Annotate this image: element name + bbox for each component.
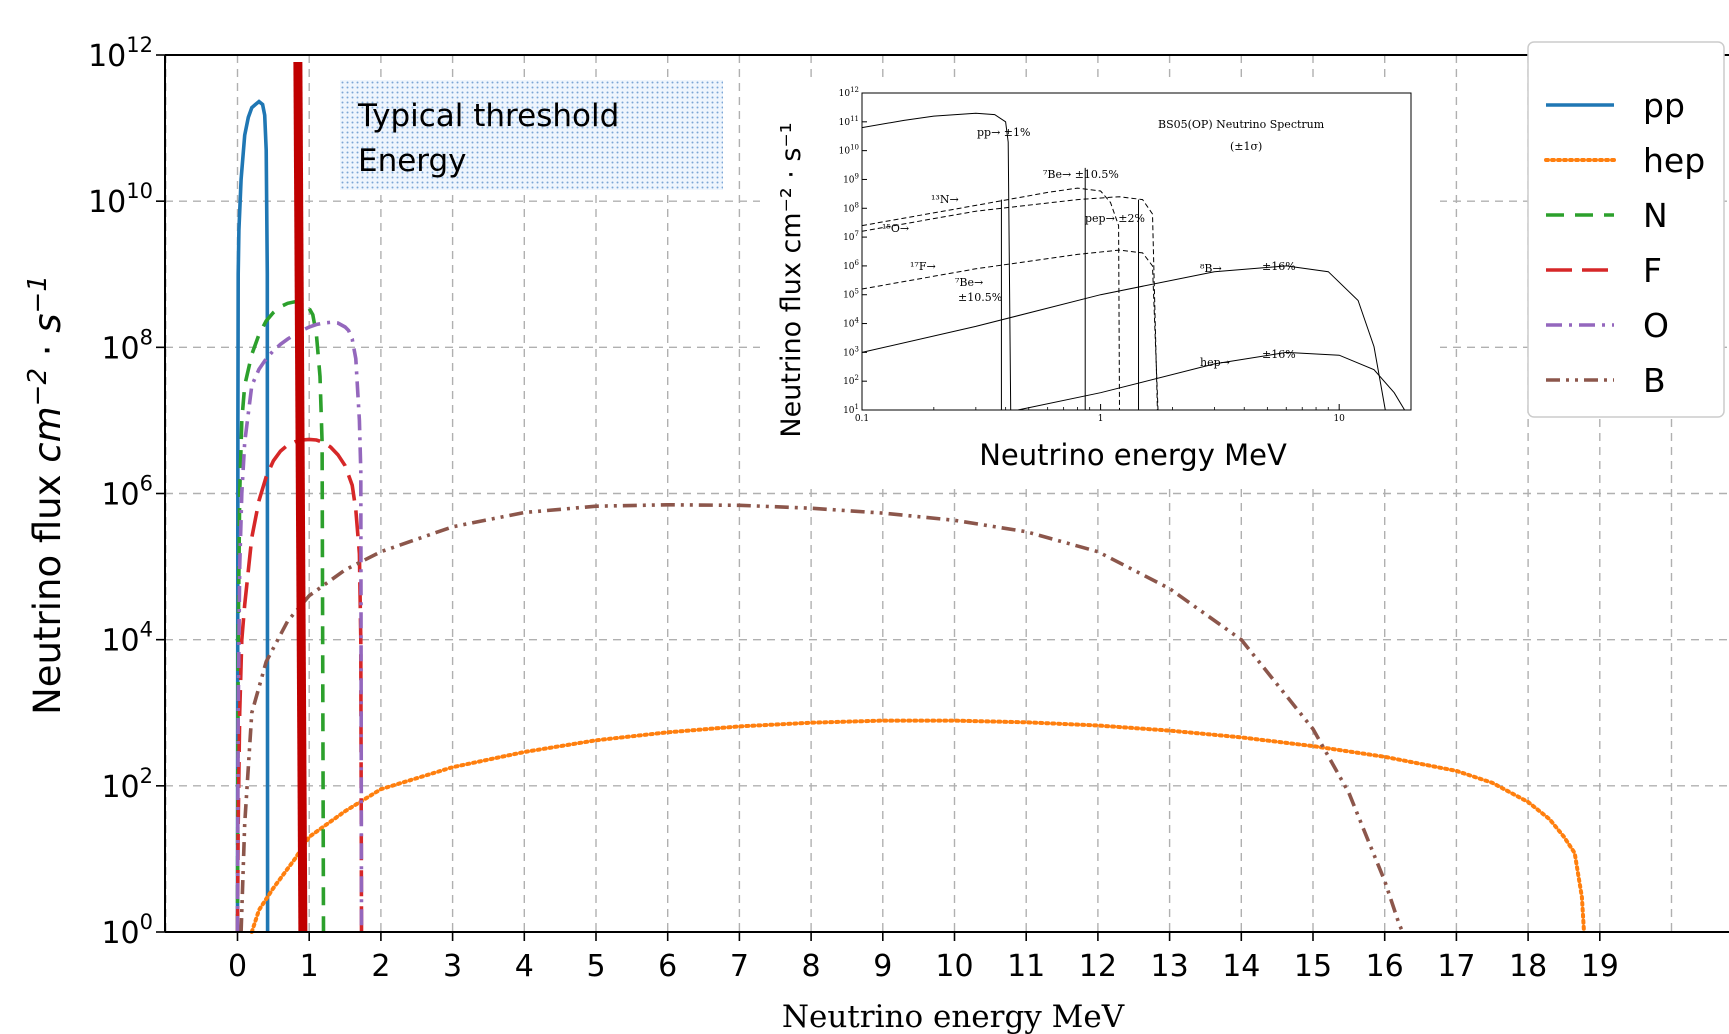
legend-label-B: B [1643, 361, 1666, 400]
threshold-box-pattern [340, 80, 723, 190]
x-tick-label-8: 8 [802, 949, 821, 984]
inset-y-label-5: 105 [843, 288, 859, 301]
legend-label-pp: pp [1643, 86, 1685, 125]
x-tick-label-14: 14 [1222, 949, 1260, 984]
inset-background [760, 78, 1440, 483]
inset-y-label-1: 101 [843, 403, 859, 416]
inset-annotation-1: ⁷Be→ ±10.5% [1043, 168, 1119, 181]
threshold-line [293, 61, 308, 933]
inset-y-label-7: 107 [843, 230, 859, 243]
inset-annotation-5: ¹⁷F→ [910, 260, 936, 273]
x-tick-label-3: 3 [443, 949, 462, 984]
inset-annotation-4: pep→ ±2% [1085, 212, 1145, 225]
inset-y-label-8: 108 [843, 201, 859, 214]
inset-y-label-12: 1012 [839, 86, 859, 99]
axes [156, 54, 1729, 941]
inset-curve-O [861, 196, 1158, 411]
inset-annotation-8: ⁸B→ [1200, 262, 1222, 275]
y-tick-labels: 100 102 104 106 108 1010 1012 [88, 33, 153, 951]
x-tick-label-16: 16 [1366, 949, 1404, 984]
inset-subtitle: (±1σ) [1230, 140, 1262, 153]
x-tick-label-4: 4 [515, 949, 534, 984]
y-tick-label-8: 108 [101, 325, 153, 366]
inset-y-label: Neutrino flux cm⁻² · s⁻¹ [776, 122, 807, 437]
inset-y-label-10: 1010 [839, 144, 859, 157]
x-tick-label-18: 18 [1509, 949, 1547, 984]
y-tick-label-4: 104 [101, 618, 153, 659]
x-tick-label-10: 10 [935, 949, 973, 984]
inset-y-label-3: 103 [843, 345, 859, 358]
x-tick-label-1: 1 [300, 949, 319, 984]
inset-y-label-11: 1011 [839, 115, 859, 128]
y-tick-label-10: 1010 [88, 179, 153, 220]
x-tick-label-12: 12 [1079, 949, 1117, 984]
legend-label-hep: hep [1643, 141, 1705, 180]
series-O [235, 320, 364, 933]
threshold-label-line1: Typical threshold [357, 98, 619, 134]
inset-annotation-10: hep→ [1200, 356, 1230, 369]
inset-curve-pp [861, 112, 1012, 411]
inset-x-label: Neutrino energy MeV [979, 438, 1287, 472]
x-axis-label: Neutrino energy MeV [782, 999, 1125, 1034]
series-pp [235, 99, 270, 933]
x-tick-label-0: 0 [228, 949, 247, 984]
x-tick-labels: 0 1 2 3 4 5 6 7 8 9 10 11 12 13 14 15 16 17 18 19 [228, 949, 1619, 984]
y-tick-label-0: 100 [101, 910, 153, 951]
legend-label-O: O [1643, 306, 1669, 345]
x-tick-label-9: 9 [873, 949, 892, 984]
inset-annotation-6: ⁷Be→ [955, 276, 983, 289]
x-tick-label-5: 5 [586, 949, 605, 984]
inset-y-label-6: 106 [843, 259, 859, 272]
legend-box [1527, 41, 1725, 418]
x-tick-label-15: 15 [1294, 949, 1332, 984]
inset-annotation-2: ¹³N→ [931, 193, 959, 206]
x-tick-label-11: 11 [1007, 949, 1045, 984]
inset-annotation-0: pp→ ±1% [977, 126, 1030, 139]
threshold-box: Typical threshold Energy [340, 80, 723, 190]
inset-x-label-0.1: 0.1 [855, 414, 869, 424]
inset-curve-hep [1017, 351, 1406, 411]
legend-label-F: F [1643, 251, 1662, 290]
inset-y-label-2: 102 [843, 374, 859, 387]
inset-annotation-11: ±16% [1262, 348, 1296, 361]
inset-x-label-10: 10 [1333, 414, 1345, 424]
y-tick-label-2: 102 [101, 764, 153, 805]
x-tick-label-19: 19 [1581, 949, 1619, 984]
inset-title: BS05(OP) Neutrino Spectrum [1158, 118, 1325, 131]
inset-x-label-1: 1 [1098, 414, 1104, 424]
inset-annotation-9: ±16% [1262, 260, 1296, 273]
inset-y-label-4: 104 [843, 317, 859, 330]
inset-curve-F [861, 249, 1159, 411]
x-tick-label-6: 6 [658, 949, 677, 984]
inset-y-label-9: 109 [843, 172, 859, 185]
y-tick-label-6: 106 [101, 472, 153, 513]
x-tick-label-7: 7 [730, 949, 749, 984]
x-tick-label-17: 17 [1437, 949, 1475, 984]
inset-curve-B [861, 265, 1386, 411]
series-B [239, 502, 1405, 933]
y-tick-label-12: 1012 [88, 33, 153, 74]
series-hep [249, 718, 1586, 934]
x-tick-label-2: 2 [371, 949, 390, 984]
inset-annotation-3: ¹⁵O→ [882, 222, 909, 235]
series-group [235, 61, 1586, 934]
inset-frame [861, 92, 1412, 411]
legend-label-N: N [1643, 196, 1668, 235]
x-tick-label-13: 13 [1151, 949, 1189, 984]
y-axis-label: Neutrino flux cm−2 · s−1 [23, 275, 69, 715]
inset-annotation-7: ±10.5% [958, 291, 1002, 304]
threshold-label-line2: Energy [358, 143, 467, 179]
inset-chart: 1012101110101091081071061051041031021010… [760, 78, 1440, 483]
